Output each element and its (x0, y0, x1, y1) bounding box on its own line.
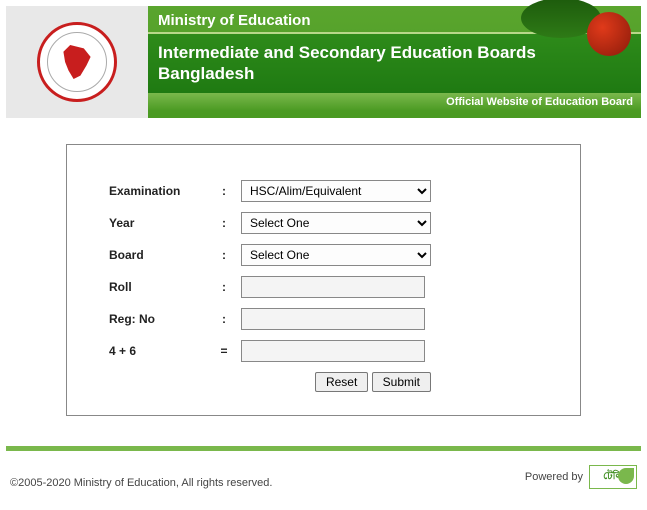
header: Ministry of Education Intermediate and S… (6, 6, 641, 118)
captcha-input[interactable] (241, 340, 425, 362)
roll-label: Roll (103, 271, 213, 303)
sep: : (213, 207, 235, 239)
gov-seal-icon (37, 22, 117, 102)
regno-input[interactable] (241, 308, 425, 330)
year-label: Year (103, 207, 213, 239)
page-subtitle: Official Website of Education Board (148, 93, 641, 111)
captcha-label: 4 + 6 (103, 335, 213, 367)
submit-button[interactable]: Submit (372, 372, 431, 392)
roll-input[interactable] (241, 276, 425, 298)
sep: : (213, 303, 235, 335)
sep: : (213, 271, 235, 303)
copyright: ©2005-2020 Ministry of Education, All ri… (10, 477, 272, 489)
sep: : (213, 239, 235, 271)
regno-label: Reg: No (103, 303, 213, 335)
powered-by-label: Powered by (525, 471, 583, 483)
sep: : (213, 175, 235, 207)
page-title: Intermediate and Secondary Education Boa… (148, 34, 641, 93)
examination-select[interactable]: HSC/Alim/Equivalent (241, 180, 431, 202)
search-form: Examination : HSC/Alim/Equivalent Year :… (66, 144, 581, 416)
header-banner: Ministry of Education Intermediate and S… (148, 6, 641, 118)
ministry-label: Ministry of Education (158, 12, 631, 29)
reset-button[interactable]: Reset (315, 372, 368, 392)
year-select[interactable]: Select One (241, 212, 431, 234)
examination-label: Examination (103, 175, 213, 207)
teletalk-logo-icon: টেলি (589, 465, 637, 489)
board-label: Board (103, 239, 213, 271)
logo-area (6, 6, 148, 118)
board-select[interactable]: Select One (241, 244, 431, 266)
footer: ©2005-2020 Ministry of Education, All ri… (6, 451, 641, 489)
sep: = (213, 335, 235, 367)
